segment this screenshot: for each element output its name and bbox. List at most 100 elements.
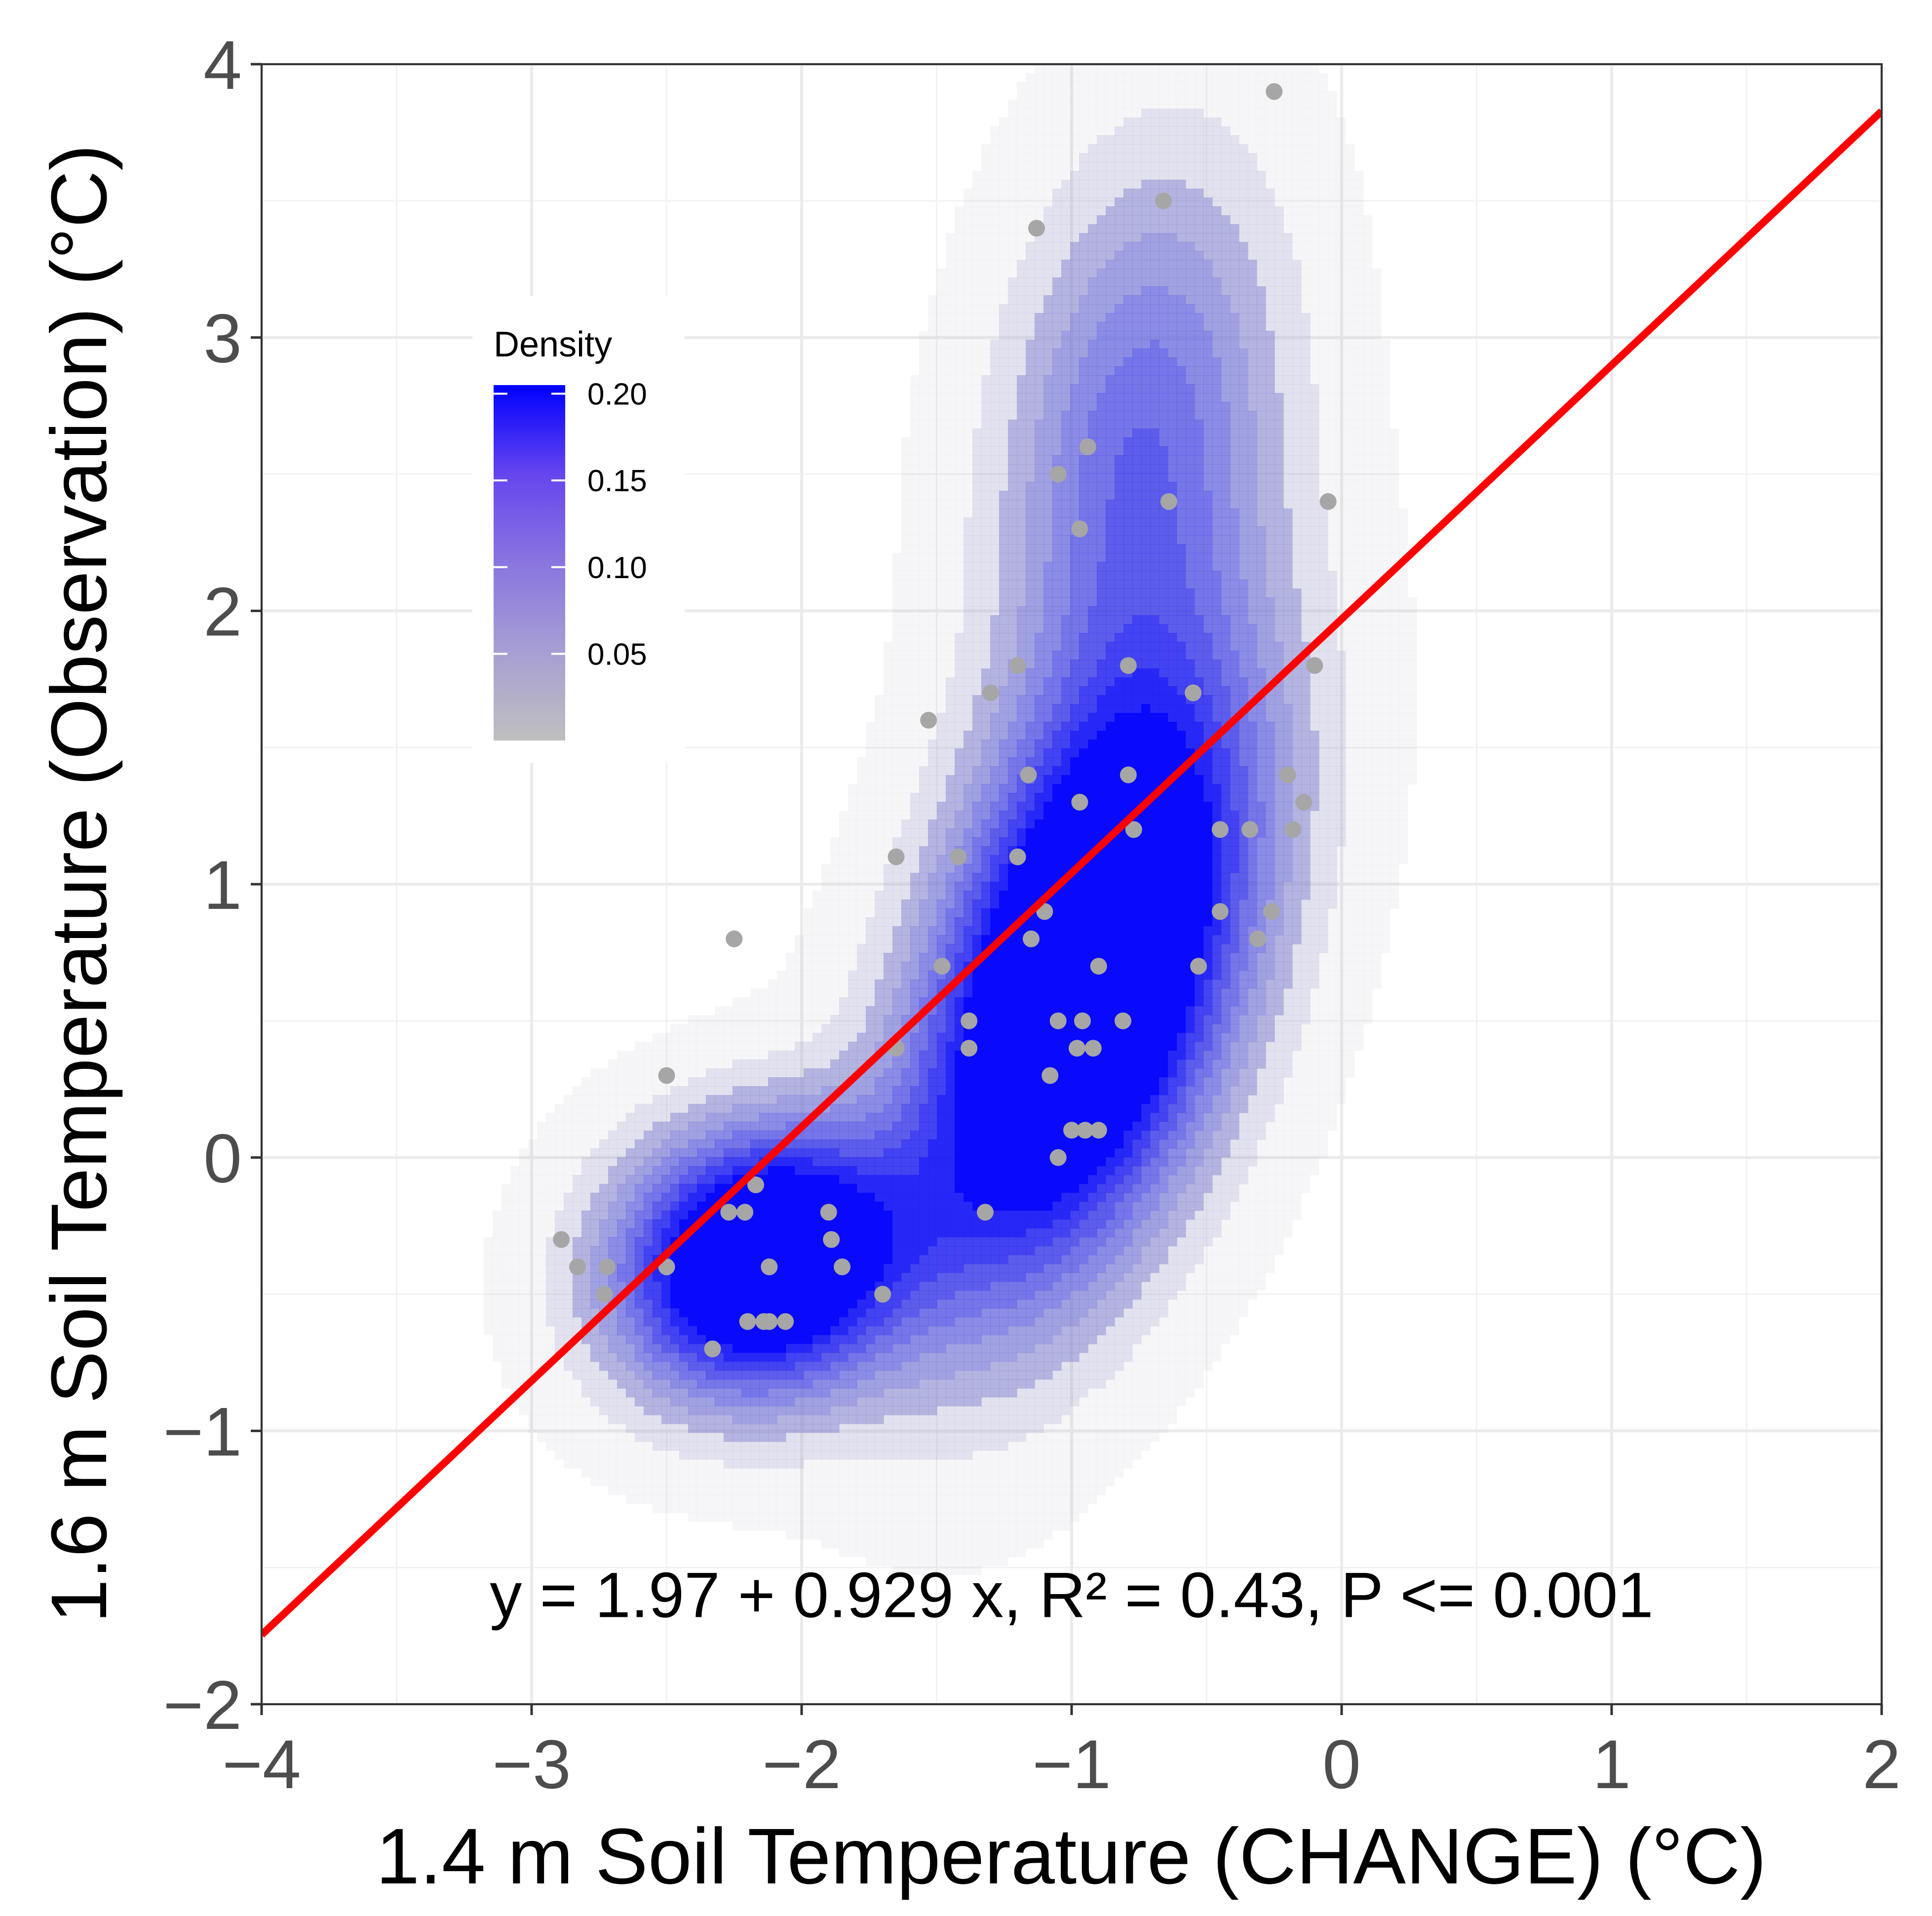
density-cell xyxy=(1346,197,1355,207)
density-cell xyxy=(1239,731,1248,740)
density-cell xyxy=(990,562,1000,571)
density-cell xyxy=(1248,482,1257,491)
density-cell xyxy=(866,828,875,838)
density-cell xyxy=(1017,366,1026,376)
density-cell xyxy=(1221,526,1231,536)
density-cell xyxy=(1283,464,1293,473)
density-cell xyxy=(1106,535,1115,545)
density-cell xyxy=(1301,189,1311,198)
density-cell xyxy=(1221,580,1231,589)
density-cell xyxy=(1212,633,1222,642)
density-cell xyxy=(1079,153,1088,162)
density-cell xyxy=(1212,473,1222,482)
density-cell xyxy=(1168,286,1177,296)
density-cell xyxy=(1035,802,1044,811)
density-cell xyxy=(946,375,955,385)
density-cell xyxy=(1283,580,1293,589)
density-cell xyxy=(972,375,982,385)
density-cell xyxy=(1319,215,1328,225)
density-cell xyxy=(919,491,928,500)
density-cell xyxy=(1097,215,1106,225)
density-cell xyxy=(1008,775,1017,784)
density-cell xyxy=(1008,535,1017,545)
density-cell xyxy=(1186,811,1195,820)
density-cell xyxy=(1230,64,1239,74)
density-cell xyxy=(1195,473,1204,482)
density-cell xyxy=(1177,633,1186,642)
density-cell xyxy=(1132,144,1142,154)
density-cell xyxy=(999,748,1008,758)
density-cell xyxy=(1337,233,1346,242)
density-cell xyxy=(1079,464,1088,473)
density-cell xyxy=(910,597,920,607)
density-cell xyxy=(1301,180,1311,189)
density-cell xyxy=(1052,180,1062,189)
density-cell xyxy=(1035,837,1044,847)
density-cell xyxy=(1310,197,1319,207)
density-cell xyxy=(1017,420,1026,429)
density-cell xyxy=(1248,144,1257,154)
density-cell xyxy=(1132,731,1142,740)
density-cell xyxy=(1266,482,1275,491)
density-cell xyxy=(937,704,946,713)
density-cell xyxy=(1372,393,1382,402)
density-cell xyxy=(1123,277,1133,287)
density-cell xyxy=(1212,206,1222,216)
density-cell xyxy=(1301,837,1311,847)
density-cell xyxy=(1168,535,1177,545)
density-cell xyxy=(1061,562,1071,571)
density-cell xyxy=(1230,597,1239,607)
density-cell xyxy=(1159,260,1168,269)
density-cell xyxy=(1150,553,1159,562)
density-cell xyxy=(955,624,964,633)
density-cell xyxy=(1212,180,1222,189)
density-cell xyxy=(1052,748,1062,758)
density-cell xyxy=(1328,277,1337,287)
density-cell xyxy=(1159,828,1168,838)
density-cell xyxy=(955,508,964,518)
density-cell xyxy=(928,642,937,651)
density-cell xyxy=(1150,580,1159,589)
density-cell xyxy=(1159,686,1168,696)
density-cell xyxy=(972,269,982,278)
density-cell xyxy=(1301,873,1311,882)
density-cell xyxy=(866,802,875,811)
density-cell xyxy=(919,375,928,385)
density-cell xyxy=(1372,340,1382,349)
density-cell xyxy=(1186,864,1195,873)
density-cell xyxy=(1248,420,1257,429)
density-cell xyxy=(1097,651,1106,660)
density-cell xyxy=(1275,366,1284,376)
density-cell xyxy=(1159,91,1168,100)
density-cell xyxy=(910,766,920,776)
density-cell xyxy=(1123,340,1133,349)
density-cell xyxy=(1141,837,1151,847)
density-cell xyxy=(1266,588,1275,598)
density-cell xyxy=(1283,384,1293,393)
density-cell xyxy=(999,189,1008,198)
density-cell xyxy=(1248,553,1257,562)
density-cell xyxy=(1043,153,1053,162)
density-cell xyxy=(1150,731,1159,740)
density-cell xyxy=(875,704,884,713)
density-cell xyxy=(1221,206,1231,216)
density-cell xyxy=(1115,455,1124,465)
density-cell xyxy=(1186,482,1195,491)
density-cell xyxy=(1177,473,1186,482)
density-cell xyxy=(1266,286,1275,296)
density-cell xyxy=(1310,695,1319,704)
density-cell xyxy=(1186,588,1195,598)
density-cell xyxy=(972,731,982,740)
density-cell xyxy=(1266,695,1275,704)
density-cell xyxy=(1239,793,1248,802)
density-cell xyxy=(1168,731,1177,740)
density-cell xyxy=(1026,384,1035,393)
density-cell xyxy=(884,766,893,776)
density-cell xyxy=(1061,384,1071,393)
density-cell xyxy=(1079,491,1088,500)
density-cell xyxy=(1159,562,1168,571)
density-cell xyxy=(1123,695,1133,704)
density-cell xyxy=(972,828,982,838)
density-cell xyxy=(1319,837,1328,847)
density-cell xyxy=(999,793,1008,802)
